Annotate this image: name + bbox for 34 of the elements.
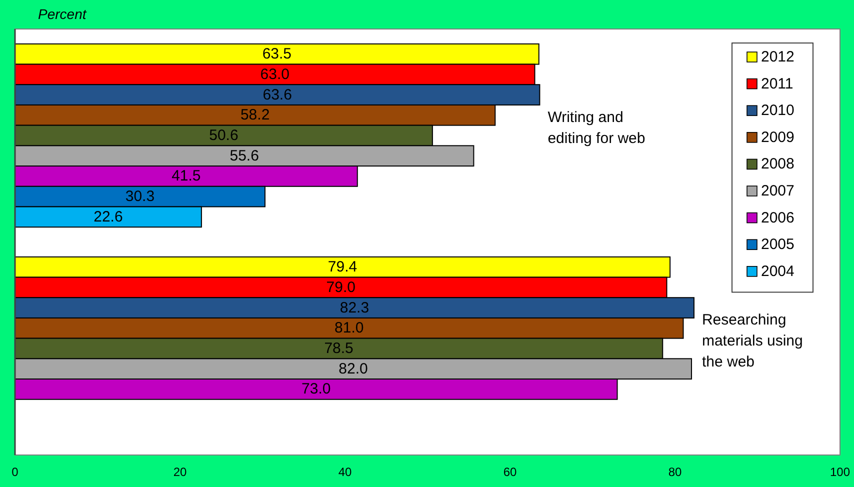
x-tick-label: 80 [668,465,682,479]
legend-label: 2007 [761,182,794,200]
data-label: 41.5 [172,168,201,185]
data-label: 22.6 [94,208,123,226]
x-tick-label: 40 [338,465,352,479]
legend-label: 2010 [761,102,794,120]
x-tick-label: 0 [12,465,19,479]
y-tick-label: Writing and editing for web [548,108,646,146]
legend-label: 2005 [761,236,794,254]
x-tick-label: 60 [503,465,517,479]
data-label: 73.0 [302,380,331,398]
data-label: 79.4 [328,258,358,276]
x-tick-label: 20 [173,465,187,479]
data-label: 63.6 [262,86,292,104]
data-label: 58.2 [240,106,270,124]
data-label: 81.0 [334,320,364,337]
y-tick-label: Researching materials using the web [702,311,803,370]
x-axis-title: Percent [38,6,88,22]
data-label: 78.5 [324,340,354,357]
data-label: 63.0 [260,66,290,83]
legend-label: 2012 [761,48,794,66]
legend-label: 2011 [761,75,794,92]
data-label: 50.6 [209,127,238,144]
data-label: 63.5 [262,46,292,63]
legend-label: 2009 [761,128,794,146]
legend-label: 2006 [761,209,794,226]
x-tick-label: 100 [830,465,850,479]
data-label: 82.3 [340,299,370,316]
data-label: 55.6 [230,147,259,164]
legend-label: 2008 [761,156,794,173]
data-label: 30.3 [125,188,155,206]
data-label: 79.0 [326,278,356,296]
legend-label: 2004 [761,262,794,280]
data-label: 82.0 [338,360,368,378]
